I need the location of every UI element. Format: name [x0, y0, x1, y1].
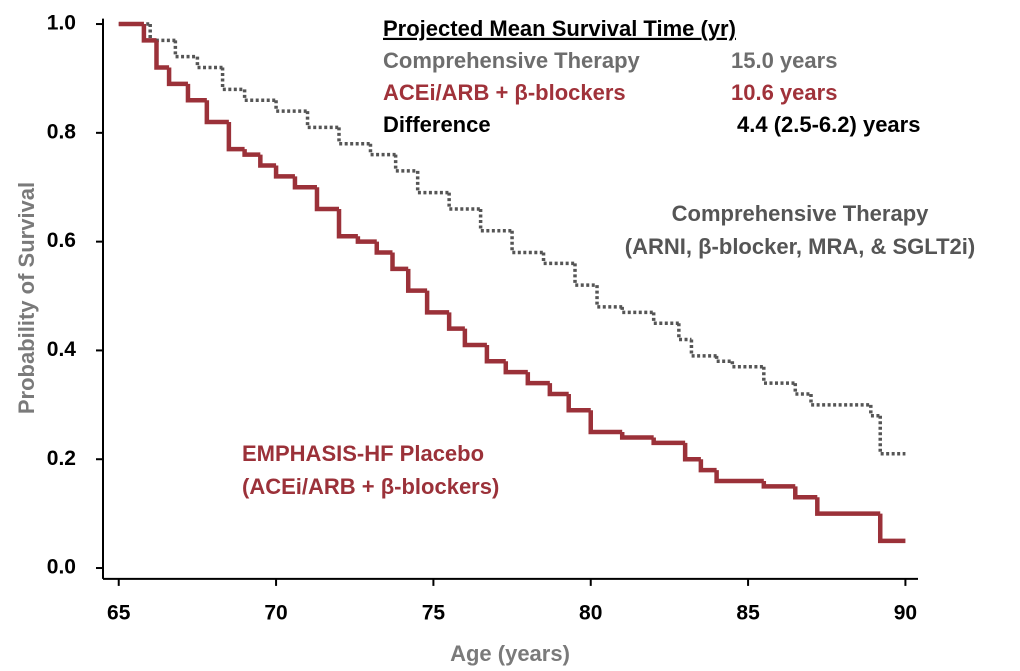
survival-step — [405, 268, 428, 293]
x-tick-label: 85 — [736, 601, 760, 624]
summary-value: 15.0 years — [731, 48, 837, 73]
y-tick-label: 0.6 — [47, 229, 76, 252]
x-tick-label: 65 — [107, 601, 131, 624]
survival-step — [446, 312, 465, 331]
survival-step — [220, 67, 245, 92]
survival-step — [510, 230, 544, 255]
survival-step — [242, 89, 277, 102]
survival-step — [809, 393, 871, 407]
survival-step — [677, 323, 692, 342]
series-label: Comprehensive Therapy — [672, 201, 930, 226]
survival-step — [503, 361, 528, 375]
survival-step — [337, 127, 371, 146]
survival-step — [447, 192, 481, 211]
summary-label: ACEi/ARB + β-blockers — [383, 80, 626, 105]
survival-step — [651, 437, 686, 446]
survival-step — [390, 252, 409, 272]
survival-step — [588, 410, 623, 435]
survival-step — [566, 393, 591, 413]
survival-step — [305, 111, 340, 130]
survival-step — [242, 149, 261, 157]
survival-step — [195, 56, 223, 70]
survival-step — [141, 24, 157, 43]
survival-step — [336, 208, 358, 239]
series-label: EMPHASIS-HF Placebo — [242, 441, 484, 466]
survival-step — [698, 459, 717, 473]
survival-step — [689, 339, 717, 358]
series-sublabel: (ACEi/ARB + β-blockers) — [242, 474, 499, 499]
survival-step — [226, 121, 245, 152]
survival-step — [355, 236, 377, 244]
survival-step — [730, 361, 764, 369]
survival-step — [148, 24, 176, 43]
y-tick-label: 0.4 — [47, 338, 77, 361]
summary-title: Projected Mean Survival Time (yr) — [383, 16, 736, 41]
survival-step — [878, 415, 906, 456]
survival-step — [484, 344, 506, 364]
x-tick-label: 75 — [422, 601, 446, 624]
y-tick-label: 0.8 — [47, 120, 77, 143]
survival-step — [541, 252, 576, 266]
survival-step — [478, 208, 513, 233]
survival-step — [166, 67, 188, 87]
summary-label: Difference — [383, 112, 491, 137]
survival-step — [292, 176, 317, 190]
survival-step — [714, 355, 733, 364]
series-sublabel: (ARNI, β-blocker, MRA, & SGLT2i) — [625, 234, 975, 259]
survival-step — [173, 40, 198, 59]
survival-step — [368, 143, 396, 157]
survival-step — [714, 470, 764, 484]
survival-step — [415, 170, 450, 195]
x-tick-label: 70 — [264, 601, 287, 624]
survival-step — [273, 165, 295, 179]
summary-value: 10.6 years — [731, 80, 837, 105]
survival-step — [424, 290, 450, 315]
survival-step — [877, 513, 906, 544]
survival-step — [595, 285, 623, 309]
survival-step — [815, 497, 881, 516]
survival-step — [274, 100, 308, 113]
y-axis-label: Probability of Survival — [14, 182, 39, 414]
survival-step — [547, 383, 569, 397]
survival-step — [793, 486, 818, 500]
x-tick-label: 80 — [579, 601, 602, 624]
survival-step — [762, 366, 796, 385]
survival-step — [462, 328, 487, 348]
survival-step — [869, 404, 881, 418]
survival-step — [619, 432, 654, 440]
x-axis-label: Age (years) — [450, 641, 570, 666]
survival-step — [185, 83, 207, 103]
survival-step — [620, 306, 654, 315]
survival-step — [573, 263, 598, 287]
y-tick-label: 0.2 — [47, 447, 76, 470]
survival-step — [258, 154, 277, 168]
survival-step — [393, 154, 418, 173]
y-tick-label: 1.0 — [47, 12, 76, 35]
survival-step — [651, 312, 679, 325]
survival-step — [682, 442, 701, 462]
y-tick-label: 0.0 — [47, 556, 76, 579]
survival-step — [154, 40, 170, 70]
summary-label: Comprehensive Therapy — [383, 48, 641, 73]
survival-step — [525, 372, 550, 386]
x-tick-label: 90 — [894, 601, 917, 624]
survival-step — [761, 480, 796, 489]
survival-step — [204, 100, 229, 125]
survival-step — [793, 383, 812, 396]
survival-step — [314, 187, 340, 212]
summary-value: 4.4 (2.5-6.2) years — [737, 112, 920, 137]
survival-step — [374, 241, 393, 255]
